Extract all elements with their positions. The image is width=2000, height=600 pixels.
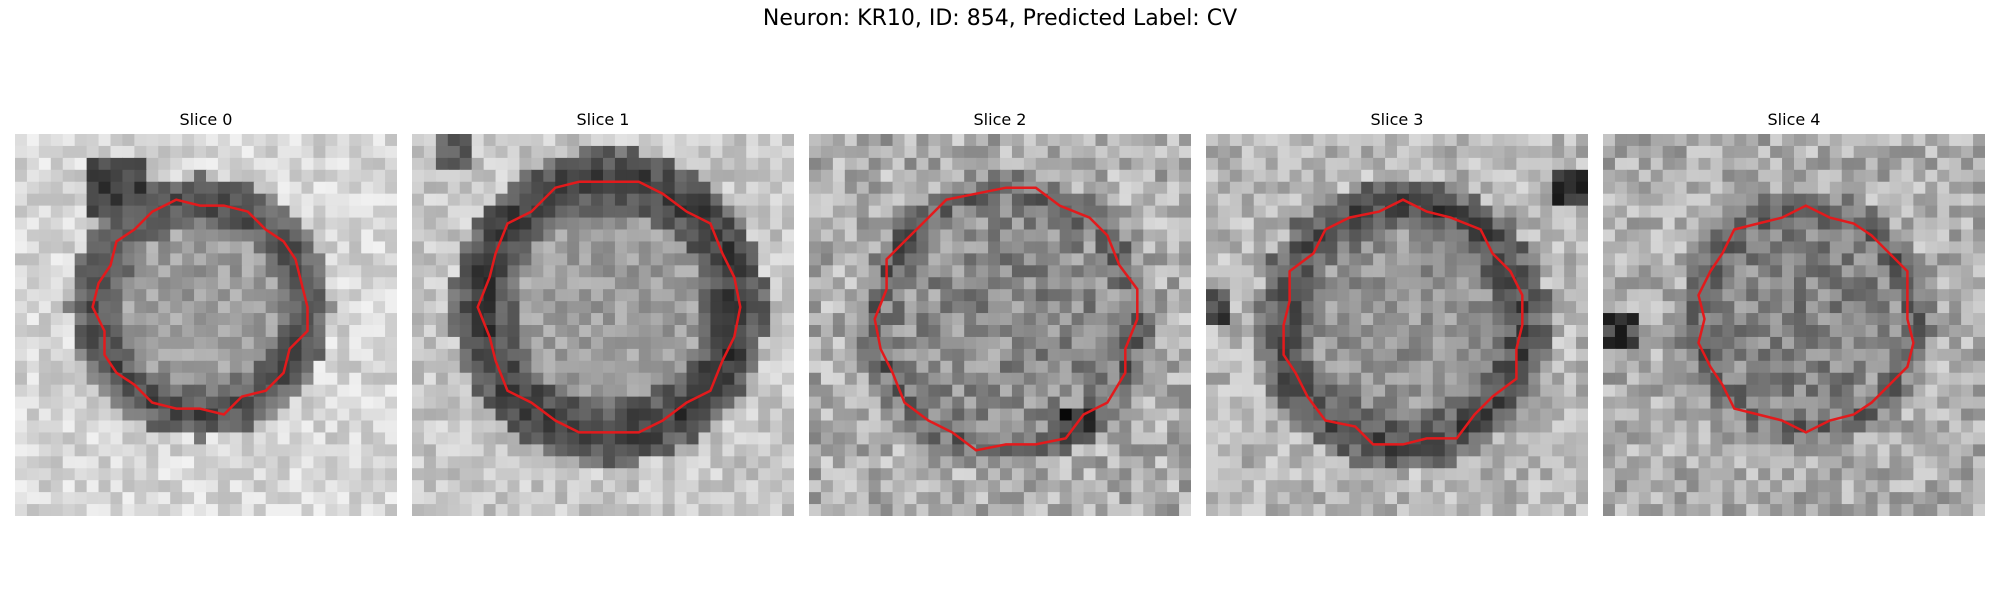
figure-title: Neuron: KR10, ID: 854, Predicted Label: …: [762, 6, 1238, 31]
slice-title: Slice 1: [576, 110, 630, 129]
slice-image: [1603, 134, 1985, 516]
slice-image: [1206, 134, 1588, 516]
neuron-contour: [1282, 198, 1524, 446]
slice-image: [809, 134, 1191, 516]
neuron-contour: [476, 180, 742, 434]
slice-panel-4: Slice 4: [1603, 110, 1985, 516]
neuron-contour: [91, 198, 309, 416]
neuron-contour: [1697, 204, 1915, 434]
slice-panel-0: Slice 0: [15, 110, 397, 516]
slice-panel-3: Slice 3: [1206, 110, 1588, 516]
slice-title: Slice 0: [179, 110, 233, 129]
slice-title: Slice 3: [1370, 110, 1424, 129]
slice-image: [15, 134, 397, 516]
slice-panel-2: Slice 2: [809, 110, 1191, 516]
slice-title: Slice 2: [973, 110, 1027, 129]
slice-image: [412, 134, 794, 516]
slice-panel-1: Slice 1: [412, 110, 794, 516]
neuron-contour: [873, 186, 1139, 452]
slice-title: Slice 4: [1767, 110, 1821, 129]
